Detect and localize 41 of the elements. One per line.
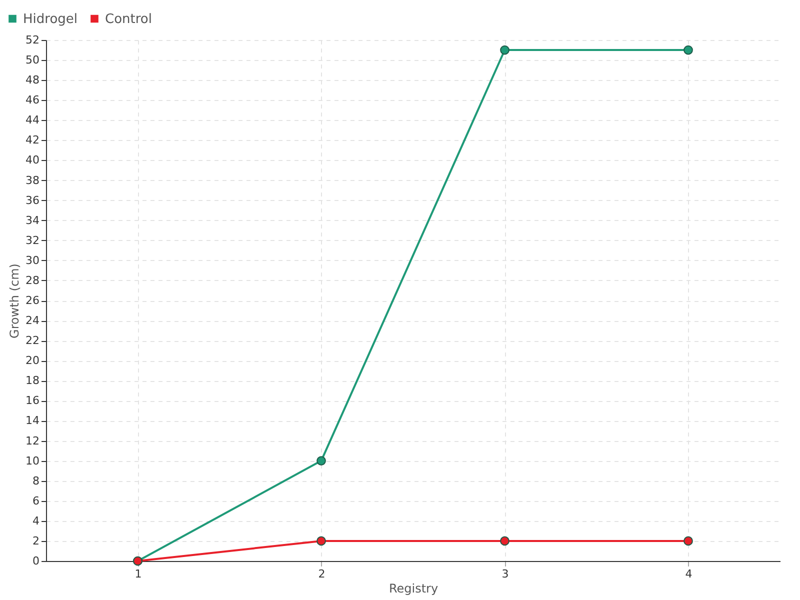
y-tick-label: 28 [26, 274, 40, 287]
y-tick-label: 10 [26, 454, 40, 468]
y-tick-label: 46 [26, 94, 40, 107]
y-tick-label: 14 [26, 414, 40, 428]
y-tick-label: 8 [32, 474, 40, 488]
y-tick-label: 30 [26, 254, 40, 267]
legend-label: Control [105, 12, 152, 27]
y-tick-label: 42 [26, 134, 40, 147]
y-tick-label: 26 [26, 294, 40, 307]
y-tick-label: 48 [26, 74, 40, 87]
y-tick-label: 44 [26, 114, 40, 127]
y-tick-label: 18 [26, 374, 40, 388]
point [500, 536, 510, 546]
y-tick-label: 32 [26, 234, 40, 247]
y-tick-label: 36 [26, 194, 40, 207]
y-tick-label: 38 [26, 174, 40, 187]
y-tick-label: 16 [26, 394, 40, 408]
y-tick-label: 24 [26, 314, 40, 328]
point [316, 456, 326, 466]
y-tick-label: 0 [32, 554, 40, 568]
y-tick-label: 34 [26, 214, 40, 227]
y-tick-label: 22 [26, 334, 40, 348]
y-tick-label: 2 [32, 534, 40, 548]
y-tick-label: 12 [26, 434, 40, 448]
x-tick-label: 2 [318, 568, 326, 580]
y-tick-label: 52 [26, 34, 40, 46]
point [316, 536, 326, 546]
y-axis-title: Growth (cm) [8, 264, 22, 338]
x-tick-label: 4 [685, 568, 692, 580]
point [684, 45, 693, 55]
point [500, 45, 510, 55]
x-axis-title: Registry [388, 582, 438, 596]
y-tick-label: 6 [32, 494, 40, 508]
legend-label: Hidrogel [23, 12, 78, 27]
point [684, 536, 693, 546]
x-tick-label: 1 [134, 568, 142, 580]
y-tick-label: 20 [26, 354, 40, 368]
y-tick-label: 50 [26, 54, 40, 67]
y-tick-label: 40 [26, 154, 40, 167]
y-tick-label: 4 [32, 514, 40, 528]
x-tick-label: 3 [502, 568, 509, 580]
